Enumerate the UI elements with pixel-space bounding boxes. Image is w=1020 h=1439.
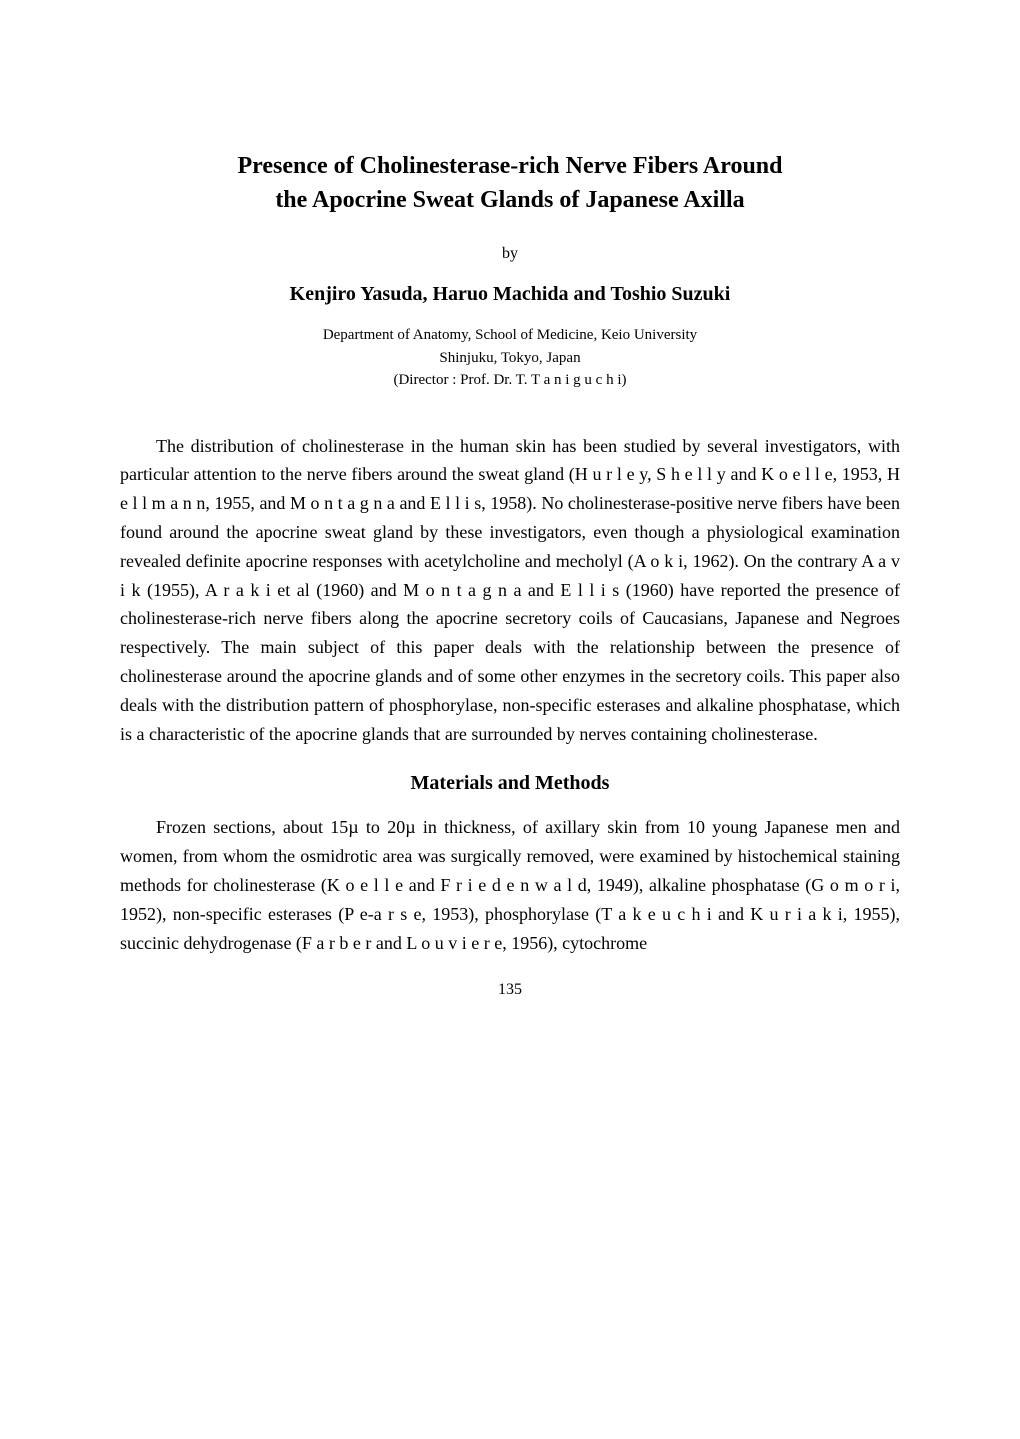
affiliation-line-3: (Director : Prof. Dr. T. T a n i g u c h… bbox=[393, 372, 626, 388]
section-heading-materials-methods: Materials and Methods bbox=[120, 772, 900, 795]
intro-paragraph: The distribution of cholinesterase in th… bbox=[120, 432, 900, 749]
page-number: 135 bbox=[120, 981, 900, 999]
methods-paragraph: Frozen sections, about 15µ to 20µ in thi… bbox=[120, 813, 900, 957]
authors: Kenjiro Yasuda, Haruo Machida and Toshio… bbox=[120, 283, 900, 306]
byline: by bbox=[120, 245, 900, 263]
paper-title: Presence of Cholinesterase-rich Nerve Fi… bbox=[120, 150, 900, 217]
title-line-1: Presence of Cholinesterase-rich Nerve Fi… bbox=[237, 153, 782, 179]
title-line-2: the Apocrine Sweat Glands of Japanese Ax… bbox=[275, 187, 744, 213]
affiliation-line-2: Shinjuku, Tokyo, Japan bbox=[439, 350, 580, 366]
affiliation-line-1: Department of Anatomy, School of Medicin… bbox=[323, 327, 697, 343]
affiliation: Department of Anatomy, School of Medicin… bbox=[120, 324, 900, 392]
